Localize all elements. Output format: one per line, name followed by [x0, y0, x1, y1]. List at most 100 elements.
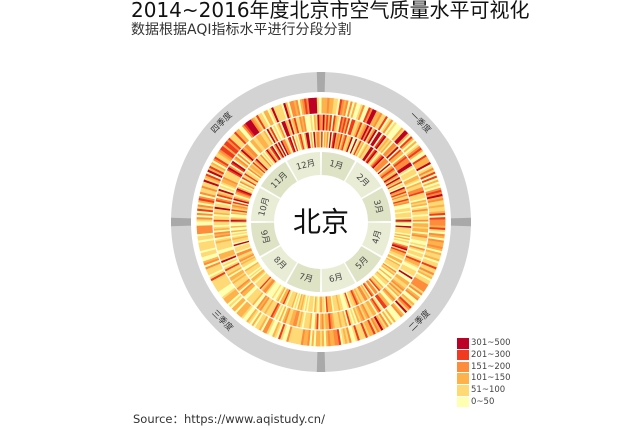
aqi-day-cell [232, 158, 247, 170]
aqi-day-cell [201, 185, 218, 193]
aqi-day-cell [248, 141, 261, 155]
aqi-day-cell [198, 199, 215, 205]
aqi-day-cell [423, 254, 440, 262]
aqi-day-cell [372, 133, 384, 148]
aqi-day-cell [257, 295, 269, 310]
aqi-day-cell [366, 300, 377, 316]
aqi-day-cell [384, 308, 396, 323]
aqi-day-cell [424, 183, 441, 191]
aqi-day-cell [238, 183, 254, 192]
month-segment [251, 187, 280, 222]
aqi-day-cell [385, 307, 398, 322]
aqi-day-cell [215, 238, 232, 244]
aqi-day-cell [370, 276, 383, 290]
aqi-day-cell [382, 170, 397, 181]
month-segment [251, 222, 280, 257]
aqi-day-cell [214, 232, 231, 237]
aqi-day-cell [299, 133, 305, 150]
aqi-day-cell [302, 115, 308, 132]
aqi-day-cell [421, 259, 438, 268]
aqi-day-cell [230, 134, 245, 148]
aqi-day-cell [279, 122, 288, 138]
aqi-day-cell [198, 241, 215, 247]
aqi-day-cell [390, 246, 407, 254]
aqi-day-cell [335, 294, 341, 311]
aqi-day-cell [331, 295, 336, 312]
aqi-day-cell [350, 120, 358, 136]
aqi-day-cell [332, 132, 337, 149]
aqi-day-cell [374, 113, 385, 129]
aqi-day-cell [212, 159, 228, 170]
aqi-day-cell [428, 202, 445, 208]
aqi-day-cell [291, 327, 298, 344]
center-disc [277, 178, 365, 266]
aqi-day-cell [338, 328, 344, 345]
aqi-day-cell [359, 304, 369, 320]
aqi-day-cell [258, 275, 271, 289]
aqi-day-cell [367, 299, 378, 315]
aqi-day-cell [206, 264, 223, 274]
legend-label: 51~100 [471, 385, 506, 396]
aqi-day-cell [269, 107, 278, 124]
aqi-day-cell [229, 163, 245, 174]
aqi-day-cell [215, 200, 232, 206]
aqi-day-cell [296, 134, 303, 151]
aqi-day-cell [221, 287, 236, 299]
aqi-day-cell [397, 297, 411, 311]
aqi-day-cell [308, 312, 313, 329]
aqi-day-cell [290, 118, 297, 135]
aqi-day-cell [401, 264, 417, 274]
aqi-day-cell [428, 236, 445, 242]
aqi-day-cell [283, 307, 291, 324]
aqi-day-cell [357, 143, 368, 158]
aqi-day-cell [234, 299, 248, 314]
aqi-day-cell [398, 269, 413, 280]
aqi-day-cell [391, 302, 405, 317]
aqi-day-cell [367, 129, 378, 145]
aqi-day-cell [204, 175, 221, 184]
aqi-day-cell [362, 125, 372, 142]
aqi-day-cell [420, 263, 436, 272]
aqi-day-cell [239, 282, 254, 295]
aqi-day-cell [229, 270, 245, 281]
aqi-day-cell [299, 294, 306, 311]
aqi-day-cell [220, 285, 235, 298]
aqi-day-cell [220, 181, 237, 190]
aqi-day-cell [389, 250, 405, 259]
aqi-day-cell [360, 125, 370, 141]
aqi-day-cell [427, 241, 444, 248]
aqi-day-cell [388, 182, 404, 191]
aqi-day-cell [304, 295, 309, 312]
aqi-day-cell [277, 122, 287, 139]
aqi-day-cell [284, 138, 293, 154]
aqi-day-cell [230, 222, 247, 225]
aqi-day-cell [239, 150, 253, 163]
aqi-day-cell [401, 170, 417, 180]
aqi-day-cell [344, 292, 351, 308]
aqi-day-cell [266, 128, 277, 144]
aqi-day-cell [391, 191, 407, 199]
aqi-day-cell [216, 281, 232, 293]
aqi-day-cell [348, 101, 356, 118]
aqi-day-cell [411, 234, 428, 239]
aqi-day-cell [407, 187, 424, 195]
aqi-day-cell [271, 303, 281, 319]
aqi-day-cell [365, 301, 375, 317]
aqi-day-cell [285, 326, 293, 342]
aqi-day-cell [288, 119, 295, 135]
aqi-day-cell [360, 284, 371, 299]
aqi-day-cell [261, 152, 273, 167]
aqi-day-cell [233, 241, 250, 248]
aqi-day-cell [208, 268, 224, 278]
aqi-day-cell [393, 200, 410, 206]
aqi-day-cell [361, 321, 370, 338]
aqi-day-cell [287, 101, 294, 118]
aqi-day-cell [399, 294, 414, 308]
aqi-day-cell [287, 291, 296, 307]
aqi-day-cell [260, 316, 270, 332]
aqi-day-cell [308, 330, 313, 347]
aqi-day-cell [297, 134, 304, 150]
aqi-day-cell [408, 248, 424, 255]
aqi-day-cell [245, 262, 260, 273]
aqi-day-cell [196, 222, 213, 226]
